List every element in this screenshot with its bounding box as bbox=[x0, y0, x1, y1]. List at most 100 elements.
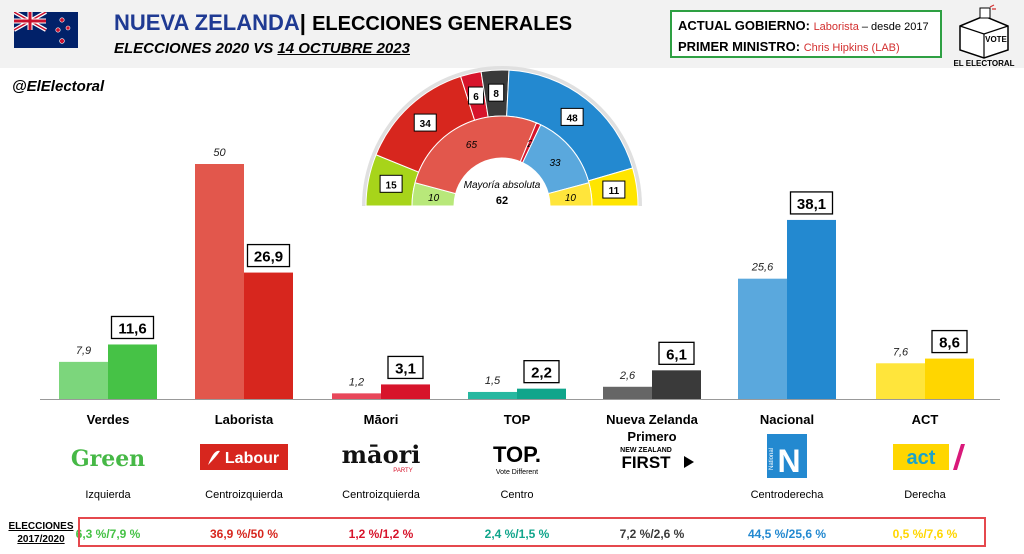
label-2023-greens: 11,6 bbox=[118, 320, 146, 337]
bar-2020-maori bbox=[332, 393, 381, 399]
fern-icon bbox=[208, 450, 220, 465]
bar-2023-greens bbox=[108, 344, 157, 399]
outer-label-2: 6 bbox=[473, 92, 479, 103]
majority-label: Mayoría absoluta bbox=[464, 180, 541, 191]
bar-2023-nzfirst bbox=[652, 370, 701, 399]
label-2023-labour: 26,9 bbox=[254, 249, 283, 266]
elections-value-maori: 1,2 %/1,2 % bbox=[349, 527, 414, 541]
label-box-2023-top bbox=[523, 360, 560, 384]
inner-label-0: 10 bbox=[428, 193, 440, 204]
bar-2020-labour bbox=[195, 164, 244, 399]
label-2020-top: 1,5 bbox=[485, 375, 501, 387]
nzfirst-logo-sub: NEW ZEALAND bbox=[620, 447, 672, 454]
elections-value-nzfirst: 7,2 %/2,6 % bbox=[620, 527, 685, 541]
bar-2023-maori bbox=[381, 384, 430, 399]
label-2020-nzfirst: 2,6 bbox=[619, 370, 636, 382]
outer-box-4 bbox=[560, 107, 584, 126]
elections-value-labour: 36,9 %/50 % bbox=[210, 527, 278, 541]
label-box-2023-labour bbox=[246, 243, 291, 268]
ideology-top: Centro bbox=[500, 489, 533, 501]
category-label-national: Nacional bbox=[760, 412, 814, 427]
label-2020-labour: 50 bbox=[213, 147, 226, 159]
government-box: ACTUAL GOBIERNO: Laborista – desde 2017 … bbox=[670, 10, 942, 58]
label-box-2023-national bbox=[789, 191, 834, 215]
label-box-2023-greens bbox=[110, 315, 155, 340]
act-logo-text: act bbox=[907, 447, 936, 469]
national-logo bbox=[767, 434, 807, 478]
hemicycle-center bbox=[454, 158, 550, 206]
header-bar: NUEVA ZELANDA| ELECCIONES GENERALES ELEC… bbox=[0, 0, 1024, 68]
elections-table-label: ELECCIONES 2017/2020 bbox=[8, 521, 74, 545]
category-label-act: ACT bbox=[912, 412, 939, 427]
category-label-greens: Verdes bbox=[87, 412, 130, 427]
label-2023-national: 38,1 bbox=[797, 196, 826, 213]
bar-2023-top bbox=[517, 388, 566, 399]
nzfirst-arrow-icon bbox=[684, 456, 694, 468]
ideology-maori: Centroizquierda bbox=[342, 489, 421, 501]
bar-2023-act bbox=[925, 358, 974, 399]
maori-logo: māori bbox=[342, 440, 421, 469]
label-box-2023-maori bbox=[387, 355, 424, 380]
category-label-top: TOP bbox=[504, 412, 531, 427]
inner-label-1: 65 bbox=[466, 140, 478, 151]
outer-box-3 bbox=[488, 83, 505, 102]
top-logo-sub: Vote Different bbox=[496, 469, 538, 476]
elections-value-greens: 6,3 %/7,9 % bbox=[76, 527, 141, 541]
outer-label-1: 34 bbox=[420, 119, 432, 130]
bar-2023-national bbox=[787, 219, 836, 399]
chart-baseline bbox=[40, 399, 1000, 400]
label-2020-act: 7,6 bbox=[893, 346, 909, 358]
twitter-handle: @ElElectoral bbox=[12, 78, 105, 95]
label-2023-nzfirst: 6,1 bbox=[666, 346, 687, 363]
label-2020-maori: 1,2 bbox=[349, 376, 364, 388]
inner-label-3: 33 bbox=[549, 158, 561, 169]
elections-value-top: 2,4 %/1,5 % bbox=[485, 527, 550, 541]
inner-label-2: 2 bbox=[526, 139, 533, 150]
greens-logo: Green bbox=[71, 446, 145, 472]
page-title: NUEVA ZELANDA| ELECCIONES GENERALES bbox=[114, 10, 573, 35]
elections-value-act: 0,5 %/7,6 % bbox=[893, 527, 958, 541]
majority-seats: 62 bbox=[496, 195, 508, 207]
elections-table-box bbox=[78, 517, 986, 547]
bar-2020-top bbox=[468, 391, 517, 399]
bar-2020-nzfirst bbox=[603, 386, 652, 399]
bar-2023-labour bbox=[244, 272, 293, 399]
category-label-nzfirst: Nueva Zelanda bbox=[606, 412, 699, 427]
label-2020-greens: 7,9 bbox=[76, 345, 91, 357]
outer-label-0: 15 bbox=[386, 180, 398, 191]
outer-label-3: 8 bbox=[493, 89, 499, 100]
bar-2020-act bbox=[876, 363, 925, 399]
logo-vote: VOTE bbox=[985, 35, 1007, 44]
national-logo-sub: National bbox=[769, 448, 775, 470]
page-subtitle: ELECCIONES 2020 VS 14 OCTUBRE 2023 bbox=[114, 40, 410, 57]
bar-2020-national bbox=[738, 278, 787, 399]
ideology-national: Centroderecha bbox=[751, 489, 825, 501]
label-box-2023-nzfirst bbox=[658, 341, 695, 365]
ideology-labour: Centroizquierda bbox=[205, 489, 284, 501]
ideology-act: Derecha bbox=[904, 489, 946, 501]
label-2023-maori: 3,1 bbox=[395, 360, 416, 377]
outer-label-4: 48 bbox=[567, 113, 579, 124]
label-2023-top: 2,2 bbox=[531, 365, 552, 382]
national-logo-letter: N bbox=[777, 443, 800, 479]
top-logo: TOP. bbox=[493, 442, 541, 467]
outer-box-1 bbox=[413, 113, 437, 132]
outer-label-5: 11 bbox=[609, 186, 620, 197]
new-zealand-flag-icon bbox=[14, 12, 78, 48]
act-slash-icon bbox=[953, 444, 965, 470]
el-electoral-logo: VOTE EL ELECTORAL bbox=[953, 4, 1015, 68]
outer-box-5 bbox=[602, 180, 626, 199]
category-label-labour: Laborista bbox=[215, 412, 274, 427]
category-label-maori: Māori bbox=[364, 412, 399, 427]
labour-logo-text: Labour bbox=[225, 450, 279, 467]
maori-logo-sub: PARTY bbox=[393, 468, 412, 474]
bar-2020-greens bbox=[59, 361, 108, 399]
inner-label-4: 10 bbox=[565, 193, 577, 204]
label-2020-national: 25,6 bbox=[751, 262, 774, 274]
logo-name: EL ELECTORAL bbox=[953, 59, 1014, 68]
elections-value-national: 44,5 %/25,6 % bbox=[748, 527, 826, 541]
act-logo bbox=[893, 444, 949, 470]
category-label-nzfirst-line2: Primero bbox=[627, 429, 676, 444]
nzfirst-logo: FIRST bbox=[621, 453, 671, 472]
